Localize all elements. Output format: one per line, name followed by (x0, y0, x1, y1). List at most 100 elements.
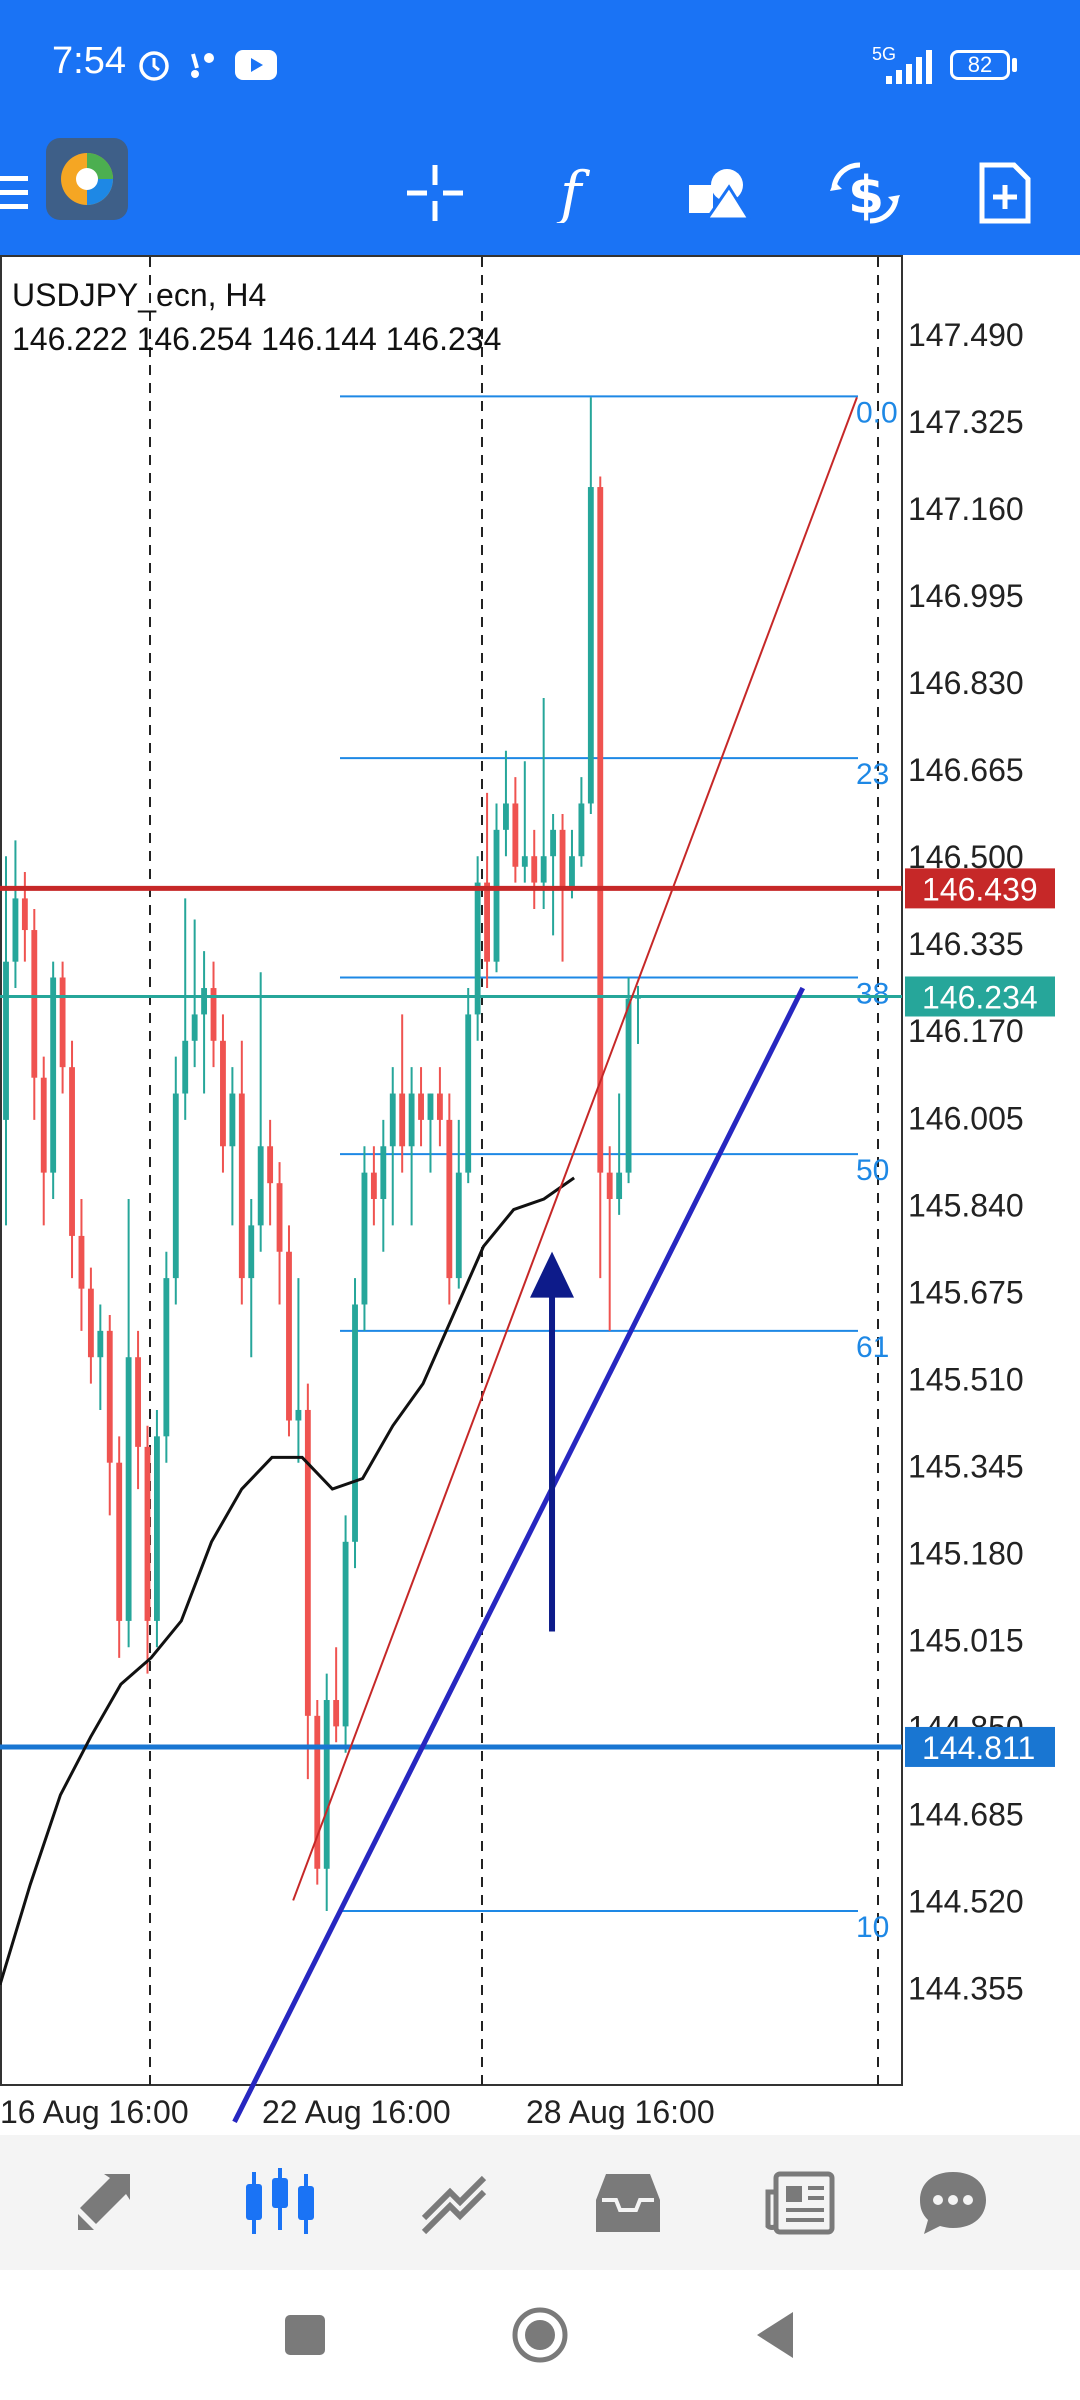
history-icon (596, 2173, 660, 2232)
chart-toolbar: f $ (0, 130, 1080, 255)
candle-body (220, 1040, 226, 1147)
plot-frame (0, 255, 903, 2086)
candle-body (135, 1357, 141, 1447)
price-axis-label: 146.830 (908, 665, 1024, 701)
signal-icon (886, 50, 932, 84)
candle-body (559, 829, 566, 888)
chart-header: USDJPY_ecn, H4 146.222 146.254 146.144 1… (12, 273, 501, 361)
objects-icon (689, 168, 751, 220)
candle-body (578, 803, 585, 857)
indicators-button[interactable]: f (522, 130, 632, 255)
battery-icon: 82 (950, 50, 1010, 80)
notification-icon (191, 53, 214, 78)
candle-body (569, 856, 575, 888)
candle-body (512, 803, 519, 867)
nav-trade[interactable] (390, 2135, 520, 2270)
trade-icon: $ (830, 161, 900, 225)
fib-level-label: 10 (856, 1911, 889, 1944)
candle-body (606, 1172, 613, 1200)
fib-level-label: 23 (856, 758, 889, 791)
candle-body (97, 1330, 104, 1358)
candle-body (521, 856, 528, 867)
candle-body (31, 930, 38, 1078)
svg-text:f: f (556, 163, 591, 223)
menu-icon[interactable] (0, 170, 30, 216)
candle-body (427, 1093, 434, 1120)
trade-button[interactable]: $ (810, 130, 920, 255)
price-axis-label: 144.685 (908, 1796, 1024, 1832)
crosshair-button[interactable] (380, 130, 490, 255)
price-tag (905, 1726, 1055, 1767)
candle-body (342, 1541, 349, 1727)
candle-body (295, 1409, 302, 1421)
candle-body (399, 1093, 406, 1147)
metatrader-logo[interactable] (46, 138, 128, 220)
status-bar: 7:54 5G 82 (0, 0, 1080, 130)
candle-body (201, 988, 208, 1015)
alarm-icon (139, 51, 169, 81)
candle-body (12, 898, 19, 962)
candle-body (625, 998, 632, 1173)
price-tag-label: 146.439 (922, 871, 1038, 907)
candle-body (361, 1172, 368, 1305)
chart-symbol: USDJPY_ecn, H4 (12, 277, 267, 313)
fib-level-label: 50 (856, 1154, 889, 1187)
back-icon (757, 2312, 793, 2358)
trendline-channel (232, 986, 806, 2124)
back-button[interactable] (715, 2270, 835, 2400)
candle-body (446, 1119, 453, 1279)
candle-body (286, 1251, 292, 1421)
candle-body (389, 1093, 396, 1147)
candle-body (182, 1040, 189, 1094)
nav-messages[interactable] (888, 2135, 1018, 2270)
moving-average-line (0, 1176, 575, 1986)
price-axis-label: 147.325 (908, 404, 1024, 440)
trade-history-icon (421, 2175, 487, 2234)
objects-button[interactable] (664, 130, 774, 255)
candle-body (229, 1093, 236, 1147)
price-axis-label: 147.490 (908, 317, 1024, 353)
recents-icon (285, 2315, 325, 2355)
candle-body (163, 1278, 170, 1437)
candle-body (370, 1172, 377, 1200)
price-axis-label: 146.335 (908, 926, 1024, 962)
nav-quotes[interactable] (40, 2135, 170, 2270)
candle-body (21, 898, 28, 931)
candle-body (408, 1093, 415, 1147)
candle-body (597, 487, 604, 1173)
candle-body (616, 1172, 623, 1200)
nav-chart[interactable] (215, 2135, 345, 2270)
candle-body (40, 1077, 47, 1173)
price-axis-label: 145.675 (908, 1274, 1024, 1310)
price-tag-label: 144.811 (922, 1730, 1035, 1766)
candle-body (455, 1172, 462, 1279)
recents-button[interactable] (245, 2270, 365, 2400)
candle-body (587, 487, 594, 804)
new-order-icon (979, 162, 1031, 223)
home-button[interactable] (480, 2270, 600, 2400)
price-axis-label: 146.995 (908, 578, 1024, 614)
nav-history[interactable] (563, 2135, 693, 2270)
candle-body (418, 1093, 424, 1120)
candle-body (116, 1462, 123, 1621)
candle-body (540, 856, 547, 883)
price-chart[interactable]: 0.0 23 38 50 61 10 147.490 147.325 147.160 146.99… (0, 255, 1080, 2135)
candle-body (333, 1700, 340, 1727)
candle-body (380, 1146, 387, 1200)
nav-news[interactable] (735, 2135, 865, 2270)
status-time: 7:54 (52, 40, 126, 82)
candle-body (267, 1146, 274, 1184)
candle-body (191, 1014, 198, 1041)
news-icon (765, 2171, 835, 2234)
candle-body (125, 1357, 132, 1621)
fib-level-label: 0.0 (856, 396, 898, 429)
candle-body (50, 977, 57, 1173)
candle-body (550, 829, 557, 857)
chart-canvas[interactable]: 0.0 23 38 50 61 10 147.490 147.325 147.160 146.99… (0, 255, 1080, 2135)
quotes-icon (78, 2173, 130, 2230)
new-order-button[interactable] (950, 130, 1060, 255)
candle-body (78, 1235, 85, 1289)
time-axis-label: 28 Aug 16:00 (526, 2094, 715, 2130)
chart-ohlc: 146.222 146.254 146.144 146.234 (12, 321, 502, 357)
price-axis-label: 145.180 (908, 1535, 1024, 1571)
